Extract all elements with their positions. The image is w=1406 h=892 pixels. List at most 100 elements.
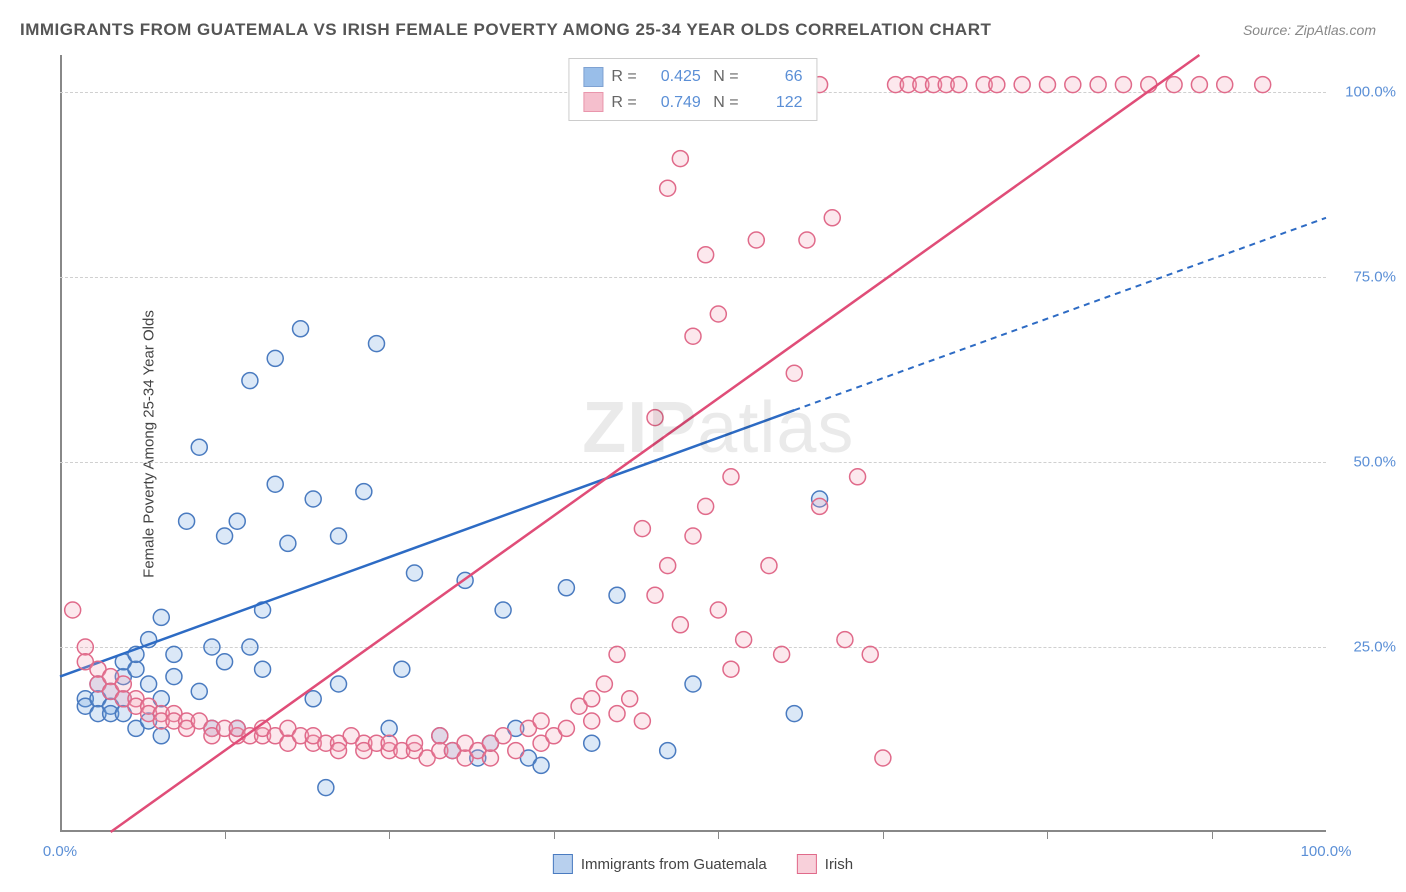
data-point (217, 528, 233, 544)
data-point (482, 750, 498, 766)
data-point (698, 247, 714, 263)
data-point (609, 646, 625, 662)
legend-r-value-guatemala: 0.425 (645, 64, 701, 90)
data-point (229, 513, 245, 529)
correlation-legend: R = 0.425 N = 66 R = 0.749 N = 122 (568, 58, 817, 121)
data-point (242, 639, 258, 655)
data-point (166, 646, 182, 662)
data-point (584, 735, 600, 751)
data-point (685, 328, 701, 344)
data-point (1191, 77, 1207, 93)
legend-n-label: N = (709, 90, 739, 116)
x-tick-mark (1212, 832, 1213, 839)
legend-row-guatemala: R = 0.425 N = 66 (583, 64, 802, 90)
data-point (432, 728, 448, 744)
data-point (267, 476, 283, 492)
data-point (647, 587, 663, 603)
data-point (1090, 77, 1106, 93)
data-point (824, 210, 840, 226)
series-legend: Immigrants from Guatemala Irish (553, 854, 853, 874)
data-point (115, 676, 131, 692)
data-point (267, 350, 283, 366)
data-point (558, 580, 574, 596)
data-point (1039, 77, 1055, 93)
data-point (318, 780, 334, 796)
x-tick-mark (225, 832, 226, 839)
data-point (723, 661, 739, 677)
data-point (406, 735, 422, 751)
data-point (875, 750, 891, 766)
data-point (305, 491, 321, 507)
data-point (622, 691, 638, 707)
x-tick-mark (1047, 832, 1048, 839)
x-tick-label: 0.0% (43, 843, 77, 860)
data-point (128, 661, 144, 677)
data-point (685, 676, 701, 692)
data-point (850, 469, 866, 485)
data-point (495, 602, 511, 618)
data-point (761, 558, 777, 574)
data-point (584, 713, 600, 729)
legend-n-value-guatemala: 66 (747, 64, 803, 90)
data-point (533, 757, 549, 773)
legend-swatch-icon (797, 854, 817, 874)
data-point (634, 713, 650, 729)
data-point (1065, 77, 1081, 93)
y-tick-label: 50.0% (1353, 454, 1396, 471)
chart-title: IMMIGRANTS FROM GUATEMALA VS IRISH FEMAL… (20, 20, 991, 40)
x-tick-mark (718, 832, 719, 839)
data-point (255, 661, 271, 677)
data-point (989, 77, 1005, 93)
data-point (406, 565, 422, 581)
legend-r-label: R = (611, 64, 636, 90)
data-point (381, 720, 397, 736)
data-point (141, 676, 157, 692)
data-point (774, 646, 790, 662)
data-point (609, 587, 625, 603)
data-point (356, 484, 372, 500)
data-point (558, 720, 574, 736)
data-point (660, 743, 676, 759)
data-point (672, 151, 688, 167)
scatter-plot (60, 55, 1326, 832)
data-point (736, 632, 752, 648)
data-point (1115, 77, 1131, 93)
x-tick-mark (389, 832, 390, 839)
legend-item-irish: Irish (797, 854, 853, 874)
legend-n-value-irish: 122 (747, 90, 803, 116)
data-point (786, 706, 802, 722)
data-point (660, 558, 676, 574)
data-point (634, 521, 650, 537)
y-tick-label: 25.0% (1353, 639, 1396, 656)
data-point (951, 77, 967, 93)
legend-swatch-icon (553, 854, 573, 874)
legend-swatch-irish (583, 92, 603, 112)
data-point (748, 232, 764, 248)
data-point (1014, 77, 1030, 93)
data-point (1255, 77, 1271, 93)
data-point (191, 683, 207, 699)
y-tick-label: 75.0% (1353, 269, 1396, 286)
data-point (242, 373, 258, 389)
x-tick-mark (883, 832, 884, 839)
source-attribution: Source: ZipAtlas.com (1243, 22, 1376, 38)
trend-line (111, 55, 1200, 832)
data-point (837, 632, 853, 648)
legend-item-guatemala: Immigrants from Guatemala (553, 854, 767, 874)
data-point (166, 669, 182, 685)
x-tick-mark (554, 832, 555, 839)
y-tick-label: 100.0% (1345, 84, 1396, 101)
data-point (293, 321, 309, 337)
data-point (723, 469, 739, 485)
data-point (786, 365, 802, 381)
data-point (862, 646, 878, 662)
data-point (179, 513, 195, 529)
data-point (584, 691, 600, 707)
data-point (65, 602, 81, 618)
data-point (495, 728, 511, 744)
trend-line-extrapolated (794, 218, 1326, 410)
data-point (191, 439, 207, 455)
legend-row-irish: R = 0.749 N = 122 (583, 90, 802, 116)
data-point (153, 609, 169, 625)
legend-r-label: R = (611, 90, 636, 116)
